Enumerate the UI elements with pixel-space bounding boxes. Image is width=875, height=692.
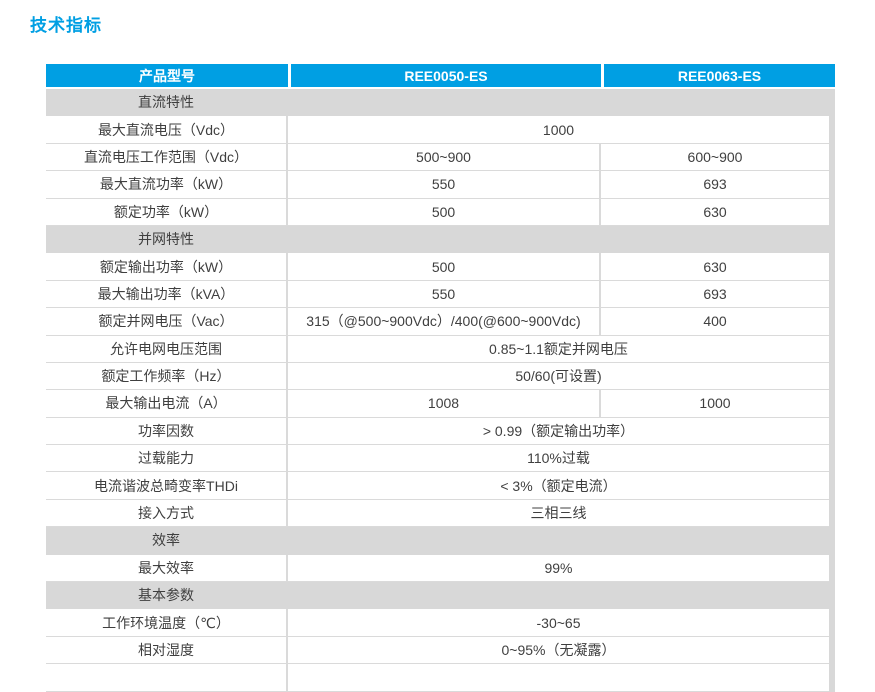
spec-value-merged: 三相三线 [288, 499, 829, 528]
table-header-row: 产品型号 REE0050-ES REE0063-ES [46, 64, 835, 89]
spec-value-ree0063: 693 [601, 171, 829, 199]
spec-value-ree0063: 600~900 [601, 143, 829, 172]
spec-value-merged: > 0.99（额定输出功率） [288, 417, 829, 446]
table-row: 工作环境温度（℃） -30~65 [46, 609, 835, 637]
spec-table-body: 直流特性 最大直流电压（Vdc） 1000 直流电压工作范围（Vdc） 500~900 6… [46, 89, 835, 692]
table-edge-strip [829, 116, 835, 144]
table-edge-strip [829, 636, 835, 665]
table-edge-strip [829, 445, 835, 473]
table-edge-strip [829, 362, 835, 391]
spec-value-ree0050: 1008 [288, 390, 601, 418]
table-row: 过载能力 110%过载 [46, 445, 835, 473]
table-row: 最大效率 99% [46, 554, 835, 583]
table-edge-strip [829, 143, 835, 172]
spec-value-merged: < 3%（额定电流） [288, 472, 829, 500]
table-row: 额定并网电压（Vac） 315（@500~900Vdc）/400(@600~900… [46, 308, 835, 336]
spec-label: 最大直流电压（Vdc） [46, 116, 288, 144]
spec-value-ree0063: 400 [601, 308, 829, 336]
page-title: 技术指标 [30, 16, 102, 35]
table-edge-strip [829, 335, 835, 363]
section-header: 效率 [46, 527, 835, 555]
table-row: 额定工作频率（Hz） 50/60(可设置) [46, 362, 835, 391]
table-edge-strip [829, 472, 835, 500]
section-label: 效率 [152, 532, 180, 549]
spec-label: 功率因数 [46, 417, 288, 446]
table-row: 电流谐波总畸变率THDi < 3%（额定电流） [46, 472, 835, 500]
table-row: 额定输出功率（kW） 500 630 [46, 253, 835, 281]
section-label: 直流特性 [138, 94, 194, 111]
column-header-ree0063: REE0063-ES [601, 64, 835, 89]
section-header: 基本参数 [46, 582, 835, 610]
spec-value-ree0063: 630 [601, 253, 829, 281]
spec-label: 额定工作频率（Hz） [46, 362, 288, 391]
table-edge-strip [829, 171, 835, 199]
spec-label: 最大效率 [46, 554, 288, 583]
spec-value-ree0050: 500 [288, 253, 601, 281]
table-row: 接入方式 三相三线 [46, 499, 835, 528]
table-row: 直流电压工作范围（Vdc） 500~900 600~900 [46, 143, 835, 172]
spec-label: 工作环境温度（℃） [46, 609, 288, 637]
table-row [46, 664, 835, 692]
table-row: 最大输出功率（kVA） 550 693 [46, 280, 835, 309]
spec-label [46, 664, 288, 692]
column-header-model: 产品型号 [46, 64, 288, 89]
spec-value-merged: 110%过载 [288, 445, 829, 473]
spec-value-merged: 0~95%（无凝露） [288, 636, 829, 665]
section-header: 并网特性 [46, 225, 835, 254]
spec-value-merged: -30~65 [288, 609, 829, 637]
spec-value-ree0050: 550 [288, 280, 601, 309]
spec-label: 最大输出电流（A） [46, 390, 288, 418]
table-edge-strip [829, 390, 835, 418]
spec-value-ree0050: 500 [288, 198, 601, 226]
section-row: 效率 [46, 527, 835, 555]
spec-label: 额定并网电压（Vac） [46, 308, 288, 336]
spec-value-merged: 1000 [288, 116, 829, 144]
table-row: 允许电网电压范围 0.85~1.1额定并网电压 [46, 335, 835, 363]
table-edge-strip [829, 417, 835, 446]
spec-value-merged: 0.85~1.1额定并网电压 [288, 335, 829, 363]
spec-label: 直流电压工作范围（Vdc） [46, 143, 288, 172]
table-row: 额定功率（kW） 500 630 [46, 198, 835, 226]
table-row: 功率因数 > 0.99（额定输出功率） [46, 417, 835, 446]
section-label: 基本参数 [138, 587, 194, 604]
spec-value-ree0063: 1000 [601, 390, 829, 418]
table-row: 最大直流电压（Vdc） 1000 [46, 116, 835, 144]
spec-label: 相对湿度 [46, 636, 288, 665]
spec-value-merged: 50/60(可设置) [288, 362, 829, 391]
spec-label: 电流谐波总畸变率THDi [46, 472, 288, 500]
table-edge-strip [829, 499, 835, 528]
spec-label: 额定输出功率（kW） [46, 253, 288, 281]
spec-value-ree0063: 693 [601, 280, 829, 309]
spec-value-merged [288, 664, 829, 692]
spec-table: 产品型号 REE0050-ES REE0063-ES 直流特性最大直流电压（Vd… [46, 64, 835, 692]
table-row: 最大输出电流（A） 1008 1000 [46, 390, 835, 418]
table-edge-strip [829, 253, 835, 281]
spec-label: 过载能力 [46, 445, 288, 473]
table-edge-strip [829, 280, 835, 309]
section-row: 直流特性 [46, 89, 835, 117]
spec-label: 允许电网电压范围 [46, 335, 288, 363]
table-edge-strip [829, 198, 835, 226]
spec-label: 最大输出功率（kVA） [46, 280, 288, 309]
table-edge-strip [829, 554, 835, 583]
table-row: 最大直流功率（kW） 550 693 [46, 171, 835, 199]
spec-label: 接入方式 [46, 499, 288, 528]
section-row: 并网特性 [46, 225, 835, 254]
spec-value-merged: 99% [288, 554, 829, 583]
spec-label: 额定功率（kW） [46, 198, 288, 226]
section-header: 直流特性 [46, 89, 835, 117]
spec-value-ree0050: 550 [288, 171, 601, 199]
spec-value-ree0050: 500~900 [288, 143, 601, 172]
table-edge-strip [829, 664, 835, 692]
column-header-ree0050: REE0050-ES [288, 64, 601, 89]
table-edge-strip [829, 609, 835, 637]
table-row: 相对湿度 0~95%（无凝露） [46, 636, 835, 665]
spec-label: 最大直流功率（kW） [46, 171, 288, 199]
spec-value-ree0063: 630 [601, 198, 829, 226]
section-row: 基本参数 [46, 582, 835, 610]
spec-value-ree0050: 315（@500~900Vdc）/400(@600~900Vdc) [288, 308, 601, 336]
table-edge-strip [829, 308, 835, 336]
section-label: 并网特性 [138, 231, 194, 248]
